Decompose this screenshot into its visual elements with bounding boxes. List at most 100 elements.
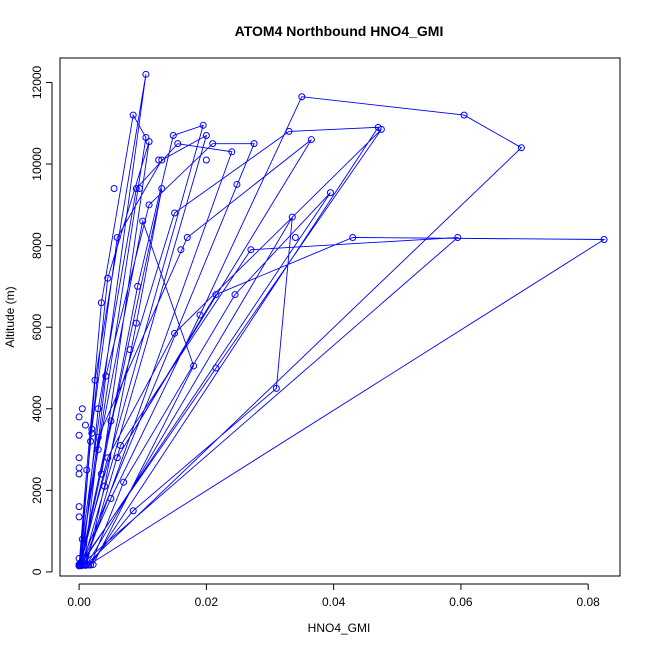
data-point [155,156,163,164]
data-point [75,503,83,511]
data-point [307,136,315,144]
y-tick-label: 10000 [30,147,44,181]
data-point [142,70,150,78]
data-point [212,291,220,299]
data-point [89,561,97,569]
data-point [97,470,105,478]
data-point [94,433,102,441]
data-point [87,437,95,445]
y-tick-label: 12000 [30,65,44,99]
data-point [75,454,83,462]
data-point [91,376,99,384]
data-point [177,246,185,254]
data-point [139,217,147,225]
series-points [75,70,608,570]
data-point [101,482,109,490]
data-point [75,513,83,521]
data-point [169,131,177,139]
plot-frame [59,57,621,577]
data-point [183,233,191,241]
data-point [454,233,462,241]
data-point [158,156,166,164]
data-point [88,425,96,433]
series-lines [78,74,606,567]
x-tick-label: 0.02 [195,595,219,609]
y-tick-label: 4000 [30,395,44,422]
data-point [202,156,210,164]
data-point [75,413,83,421]
data-point [250,140,258,148]
x-tick-label: 0.08 [577,595,601,609]
data-point [120,478,128,486]
data-point [75,470,83,478]
data-point [285,127,293,135]
data-point [298,93,306,101]
data-point [129,111,137,119]
data-point [107,417,115,425]
data-point [228,148,236,156]
data-point [349,233,357,241]
y-tick-label: 0 [30,568,44,575]
x-axis-label: HNO4_GMI [308,621,371,635]
data-point [107,495,115,503]
data-point [134,282,142,290]
series-line [78,74,606,567]
data-point [110,185,118,193]
data-point [97,299,105,307]
data-point [94,446,102,454]
data-point [113,454,121,462]
y-tick-label: 2000 [30,477,44,504]
chart-title: ATOM4 Northbound HNO4_GMI [235,23,444,39]
data-point [517,144,525,152]
x-axis: 0.00 0.02 0.04 0.06 0.08 [67,583,601,609]
data-point [94,405,102,413]
data-point [75,431,83,439]
data-point [288,213,296,221]
data-point [145,201,153,209]
data-point [212,364,220,372]
y-axis: 0 2000 4000 6000 8000 10000 12000 [30,65,53,575]
data-point [247,246,255,254]
y-axis-label: Altitude (m) [3,286,17,347]
data-point [75,464,83,472]
data-point [87,561,95,569]
data-point [78,405,86,413]
data-point [600,236,608,244]
data-point [171,209,179,217]
data-point [326,189,334,197]
data-point [75,562,83,570]
data-point [104,274,112,282]
data-point [460,111,468,119]
data-point [116,441,124,449]
data-point [83,466,91,474]
data-point [190,362,198,370]
data-point [88,429,96,437]
data-point [75,554,83,562]
data-point [136,185,144,193]
data-point [145,138,153,146]
data-point [377,125,385,133]
data-point [129,507,137,515]
data-point [209,140,217,148]
data-point [132,185,140,193]
data-point [231,291,239,299]
data-point [113,233,121,241]
data-point [126,346,134,354]
data-point [78,535,86,543]
data-point [104,454,112,462]
data-point [196,311,204,319]
data-point [81,421,89,429]
data-point [199,121,207,129]
data-point [291,233,299,241]
data-point [132,319,140,327]
data-point [202,131,210,139]
data-point [171,329,179,337]
x-tick-label: 0.00 [67,595,91,609]
y-tick-label: 8000 [30,232,44,259]
x-tick-label: 0.06 [449,595,473,609]
x-tick-label: 0.04 [322,595,346,609]
data-point [102,372,110,380]
data-point [272,384,280,392]
data-point [174,140,182,148]
